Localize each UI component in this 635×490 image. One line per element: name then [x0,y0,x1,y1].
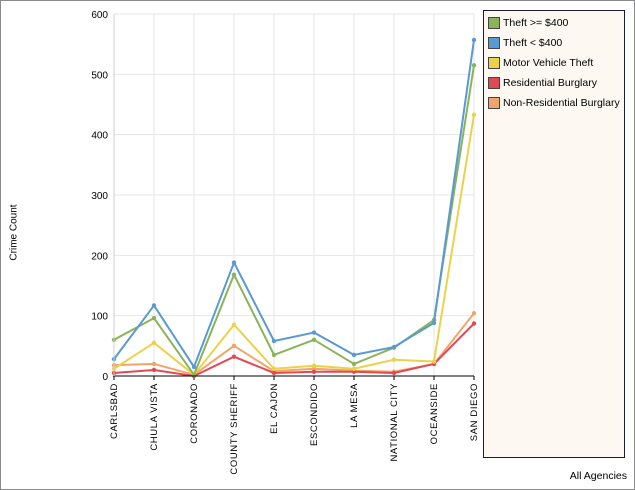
data-point [231,354,237,359]
data-point [271,366,277,371]
data-point [231,343,237,349]
data-point [391,357,397,362]
data-point [391,344,397,350]
legend-label: Theft >= $400 [503,17,569,29]
data-point [311,369,317,374]
data-point [151,340,157,346]
legend-item: Non-Residential Burglary [488,95,620,111]
footer-label: All Agencies [569,470,627,482]
legend: Theft >= $400 Theft < $400 Motor Vehicle T… [483,10,625,458]
legend-item: Motor Vehicle Theft [488,55,593,71]
data-point [471,112,477,117]
x-tick-label: OCEANSIDE [429,383,440,444]
data-point [271,338,277,344]
series-line [113,312,475,376]
data-point [431,320,437,326]
legend-item: Theft < $400 [488,35,562,51]
series-line [113,65,475,376]
data-point [471,63,477,68]
data-point [471,321,477,326]
series-lines [111,37,477,379]
x-tick-label: NATIONAL CITY [389,383,400,462]
data-point [311,363,317,368]
x-tick-label: LA MESA [349,383,360,428]
data-point [151,303,157,308]
data-point [311,337,317,342]
series-line [113,114,475,376]
y-tick-label: 200 [91,251,108,262]
y-tick-label: 600 [91,10,108,21]
x-tick-label: CARLSBAD [109,383,120,439]
y-axis-label: Crime Count [8,204,20,261]
x-tick-label: SAN DIEGO [469,383,480,441]
data-point [271,352,277,358]
series-line [113,39,475,368]
data-point [471,37,477,43]
data-point [231,272,237,277]
y-tick-labels: 0 100 200 300 400 500 600 [91,10,108,383]
legend-swatch [488,77,500,89]
series-line [113,322,475,377]
data-point [151,361,157,367]
y-tick-label: 400 [91,131,108,142]
data-point [351,352,357,358]
data-point [391,370,397,376]
legend-swatch [488,37,500,49]
legend-item: Theft >= $400 [488,15,568,31]
x-tick-label: EL CAJON [269,383,280,434]
data-point [231,260,237,265]
data-point [151,315,157,321]
x-tick-label: CHULA VISTA [149,383,160,451]
legend-label: Non-Residential Burglary [503,97,620,109]
legend-item: Residential Burglary [488,75,597,91]
data-point [471,311,477,316]
y-tick-label: 300 [91,191,108,202]
legend-swatch [488,57,500,69]
data-point [431,359,437,364]
x-tick-label: CORONADO [189,383,200,444]
data-point [311,330,317,335]
data-point [351,361,357,367]
legend-label: Theft < $400 [503,37,563,49]
data-point [151,367,157,373]
data-point [191,364,197,370]
data-point [231,322,237,327]
legend-label: Motor Vehicle Theft [503,57,594,69]
grid-lines [113,13,475,377]
legend-label: Residential Burglary [503,77,597,89]
y-tick-label: 500 [91,70,108,81]
data-point [271,370,277,376]
legend-swatch [488,17,500,29]
y-tick-label: 0 [102,372,108,383]
x-tick-label: ESCONDIDO [309,383,320,446]
x-tick-label: COUNTY SHERIFF [229,383,240,475]
data-point [311,366,317,371]
legend-swatch [488,97,500,109]
data-point [351,369,357,374]
data-point [351,366,357,371]
x-tick-labels: CARLSBAD CHULA VISTA CORONADO COUNTY SHERIF… [109,376,480,475]
y-tick-label: 100 [91,312,108,323]
